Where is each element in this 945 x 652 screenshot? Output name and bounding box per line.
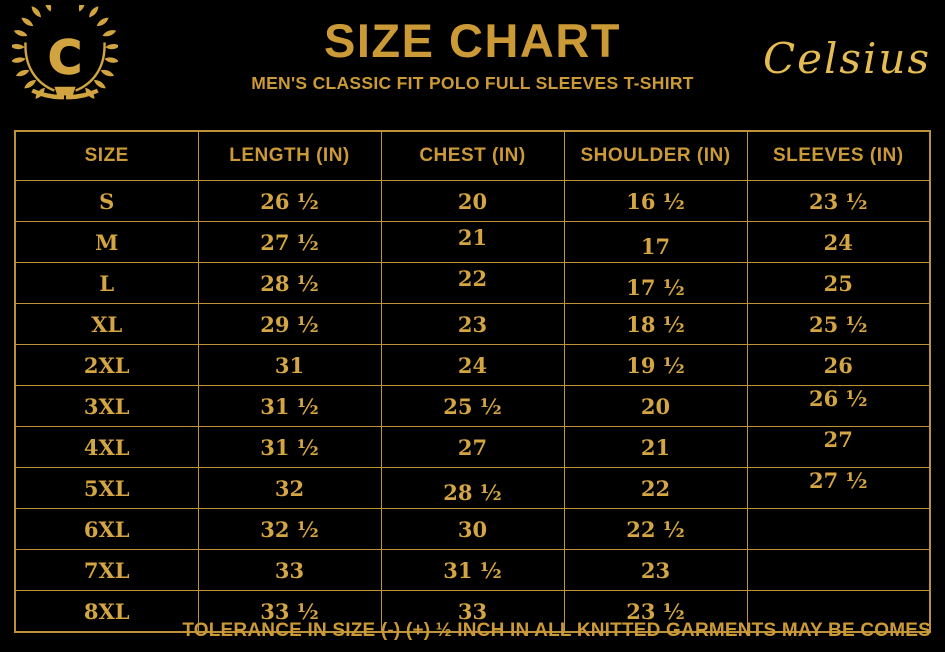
cell-sleeves: 26 ½ — [746, 377, 931, 419]
brand-name-script: Celsius — [762, 34, 931, 83]
cell-length: 26 ½ — [197, 180, 382, 222]
cell-sleeves — [746, 549, 931, 591]
header: SIZE CHART MEN'S CLASSIC FIT POLO FULL S… — [0, 16, 945, 94]
col-header-size: SIZE — [14, 130, 199, 181]
cell-shoulder: 16 ½ — [563, 180, 748, 222]
table-row-xl: XL 29 ½ 23 18 ½ 25 ½ — [14, 303, 931, 345]
table-row-7xl: 7XL 33 31 ½ 23 — [14, 549, 931, 591]
cell-chest: 31 ½ — [380, 549, 565, 591]
tolerance-note: TOLERANCE IN SIZE (-) (+) ½ INCH IN ALL … — [182, 620, 931, 641]
header-row: SIZE LENGTH (IN) CHEST (IN) SHOULDER (IN… — [14, 130, 931, 181]
cell-sleeves: 27 — [746, 418, 931, 460]
cell-chest: 20 — [380, 180, 565, 222]
cell-chest: 27 — [380, 426, 565, 468]
cell-length: 31 — [197, 344, 382, 386]
cell-chest: 33 — [380, 590, 565, 633]
cell-length: 29 ½ — [197, 303, 382, 345]
cell-length: 31 ½ — [197, 426, 382, 468]
cell-chest: 21 — [380, 216, 565, 258]
cell-length: 32 ½ — [197, 508, 382, 550]
cell-size: M — [14, 221, 199, 263]
cell-shoulder: 17 ½ — [563, 266, 748, 308]
cell-sleeves — [746, 508, 931, 550]
cell-chest: 23 — [380, 303, 565, 345]
table-row-m: M 27 ½ 21 17 24 — [14, 216, 931, 267]
cell-chest: 25 ½ — [380, 385, 565, 427]
cell-size: 8XL — [14, 590, 199, 633]
cell-chest: 28 ½ — [380, 471, 565, 513]
cell-length: 33 ½ — [197, 590, 382, 633]
cell-size: XL — [14, 303, 199, 345]
cell-size: 7XL — [14, 549, 199, 591]
cell-sleeves — [746, 590, 931, 633]
logo-letter: C — [48, 30, 82, 84]
table-row-l: L 28 ½ 22 17 ½ 25 — [14, 257, 931, 308]
cell-sleeves: 24 — [746, 221, 931, 263]
cell-sleeves: 25 — [746, 262, 931, 304]
cell-chest: 22 — [380, 257, 565, 299]
cell-length: 32 — [197, 467, 382, 509]
cell-shoulder: 23 — [563, 549, 748, 591]
table-row-3xl: 3XL 31 ½ 25 ½ 20 26 ½ — [14, 377, 931, 427]
cell-shoulder: 18 ½ — [563, 303, 748, 345]
col-header-chest: CHEST (IN) — [380, 130, 565, 181]
cell-length: 28 ½ — [197, 262, 382, 304]
cell-chest: 30 — [380, 508, 565, 550]
page-title: SIZE CHART — [324, 14, 621, 67]
cell-size: S — [14, 180, 199, 222]
table-row-5xl: 5XL 32 28 ½ 22 27 ½ — [14, 459, 931, 513]
table-row-4xl: 4XL 31 ½ 27 21 27 — [14, 418, 931, 468]
col-header-sleeves: SLEEVES (IN) — [746, 130, 931, 181]
cell-size: 3XL — [14, 385, 199, 427]
cell-shoulder: 17 — [563, 225, 748, 267]
cell-shoulder: 19 ½ — [563, 344, 748, 386]
page-subtitle: MEN'S CLASSIC FIT POLO FULL SLEEVES T-SH… — [251, 73, 694, 94]
col-header-length: LENGTH (IN) — [197, 130, 382, 181]
cell-shoulder: 22 — [563, 467, 748, 509]
cell-chest: 24 — [380, 344, 565, 386]
laurel-wreath-icon: C — [9, 0, 121, 101]
cell-size: L — [14, 262, 199, 304]
cell-size: 4XL — [14, 426, 199, 468]
cell-length: 33 — [197, 549, 382, 591]
table-row-8xl: 8XL 33 ½ 33 23 ½ — [14, 590, 931, 633]
size-chart-table: SIZE LENGTH (IN) CHEST (IN) SHOULDER (IN… — [14, 130, 931, 633]
brand-logo: C — [9, 0, 121, 103]
cell-size: 6XL — [14, 508, 199, 550]
cell-sleeves: 27 ½ — [746, 459, 931, 501]
col-header-shoulder: SHOULDER (IN) — [563, 130, 748, 181]
cell-sleeves: 25 ½ — [746, 303, 931, 345]
cell-shoulder: 21 — [563, 426, 748, 468]
cell-size: 5XL — [14, 467, 199, 509]
cell-size: 2XL — [14, 344, 199, 386]
cell-sleeves: 23 ½ — [746, 180, 931, 222]
cell-length: 27 ½ — [197, 221, 382, 263]
cell-shoulder: 22 ½ — [563, 508, 748, 550]
cell-shoulder: 23 ½ — [563, 590, 748, 633]
table-row-s: S 26 ½ 20 16 ½ 23 ½ — [14, 180, 931, 222]
cell-shoulder: 20 — [563, 385, 748, 427]
cell-length: 31 ½ — [197, 385, 382, 427]
table-row-6xl: 6XL 32 ½ 30 22 ½ — [14, 508, 931, 550]
